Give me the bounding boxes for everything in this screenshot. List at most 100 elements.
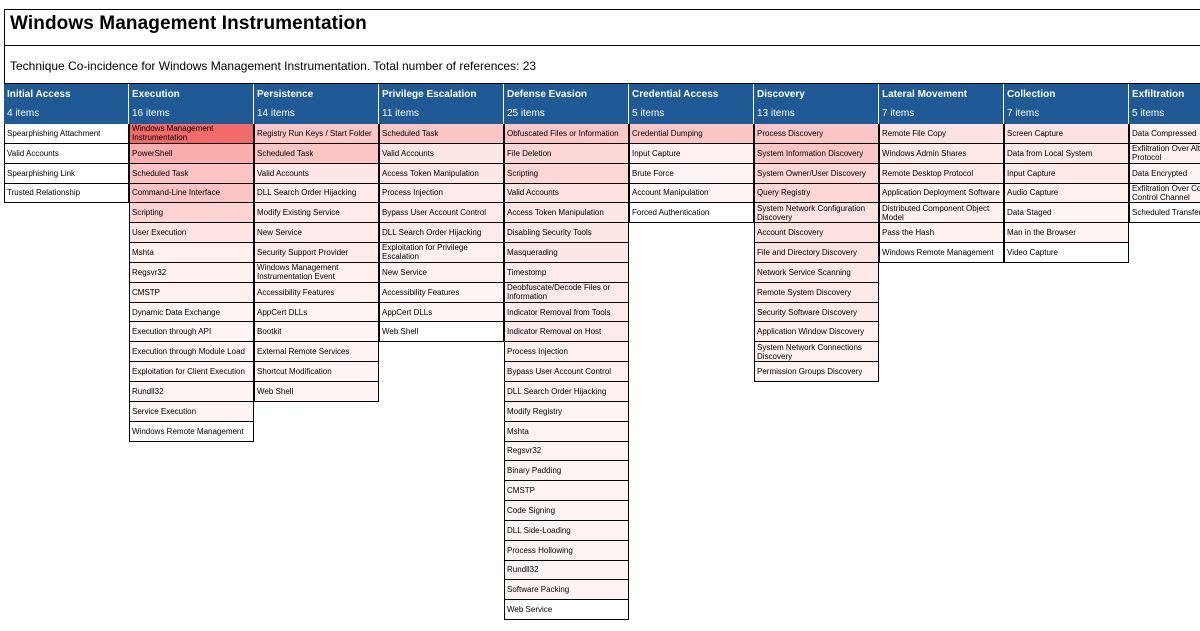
technique-cell[interactable]: Shortcut Modification [254, 362, 379, 382]
technique-cell[interactable]: Spearphishing Link [4, 163, 129, 184]
technique-cell[interactable]: AppCert DLLs [379, 302, 504, 323]
tactic-header[interactable]: Persistence 14 items [254, 84, 379, 124]
technique-cell[interactable]: Pass the Hash [879, 223, 1004, 244]
technique-cell[interactable]: Security Support Provider [254, 243, 379, 263]
technique-cell[interactable]: File Deletion [504, 143, 629, 164]
technique-cell[interactable]: Windows Remote Management [879, 243, 1004, 263]
technique-cell[interactable]: Scheduled Task [254, 143, 379, 164]
technique-cell[interactable]: Process Discovery [754, 124, 879, 144]
technique-cell[interactable]: Deobfuscate/Decode Files or Information [504, 282, 629, 303]
technique-cell[interactable]: Remote Desktop Protocol [879, 163, 1004, 184]
technique-cell[interactable]: Valid Accounts [379, 143, 504, 164]
technique-cell[interactable]: Bypass User Account Control [379, 203, 504, 224]
technique-cell[interactable]: DLL Search Order Hijacking [504, 381, 629, 402]
technique-cell[interactable]: Input Capture [629, 143, 754, 164]
technique-cell[interactable]: Execution through Module Load [129, 342, 254, 363]
technique-cell[interactable]: DLL Search Order Hijacking [379, 223, 504, 244]
technique-cell[interactable]: Bypass User Account Control [504, 362, 629, 382]
technique-cell[interactable]: Windows Remote Management [129, 421, 254, 442]
technique-cell[interactable]: Application Deployment Software [879, 183, 1004, 204]
technique-cell[interactable]: Application Window Discovery [754, 322, 879, 343]
technique-cell[interactable]: Windows Management Instrumentation [129, 124, 254, 144]
technique-cell[interactable]: Permission Groups Discovery [754, 362, 879, 382]
technique-cell[interactable]: System Information Discovery [754, 143, 879, 164]
technique-cell[interactable]: Forced Authentication [629, 203, 754, 224]
tactic-header[interactable]: Execution 16 items [129, 84, 254, 124]
technique-cell[interactable]: Input Capture [1004, 163, 1129, 184]
technique-cell[interactable]: PowerShell [129, 143, 254, 164]
technique-cell[interactable]: Remote System Discovery [754, 282, 879, 303]
technique-cell[interactable]: Dynamic Data Exchange [129, 302, 254, 323]
technique-cell[interactable]: Registry Run Keys / Start Folder [254, 124, 379, 144]
technique-cell[interactable]: Indicator Removal on Host [504, 322, 629, 343]
technique-cell[interactable]: Exfiltration Over Command and Control Ch… [1129, 183, 1200, 204]
technique-cell[interactable]: Screen Capture [1004, 124, 1129, 144]
technique-cell[interactable]: Obfuscated Files or Information [504, 124, 629, 144]
tactic-header[interactable]: Initial Access 4 items [4, 84, 129, 124]
technique-cell[interactable]: Modify Registry [504, 401, 629, 422]
tactic-header[interactable]: Exfiltration 5 items [1129, 84, 1200, 124]
technique-cell[interactable]: Execution through API [129, 322, 254, 343]
technique-cell[interactable]: Rundll32 [129, 381, 254, 402]
technique-cell[interactable]: Scripting [129, 203, 254, 224]
technique-cell[interactable]: AppCert DLLs [254, 302, 379, 323]
technique-cell[interactable]: Software Packing [504, 580, 629, 601]
technique-cell[interactable]: Process Injection [504, 342, 629, 363]
technique-cell[interactable]: Regsvr32 [504, 441, 629, 462]
technique-cell[interactable]: Mshta [129, 243, 254, 263]
tactic-header[interactable]: Credential Access 5 items [629, 84, 754, 124]
technique-cell[interactable]: Exploitation for Client Execution [129, 362, 254, 382]
technique-cell[interactable]: External Remote Services [254, 342, 379, 363]
technique-cell[interactable]: Man in the Browser [1004, 223, 1129, 244]
technique-cell[interactable]: Mshta [504, 421, 629, 442]
technique-cell[interactable]: Data from Local System [1004, 143, 1129, 164]
technique-cell[interactable]: Masquerading [504, 243, 629, 263]
technique-cell[interactable]: System Network Connections Discovery [754, 342, 879, 363]
technique-cell[interactable]: Process Injection [379, 183, 504, 204]
technique-cell[interactable]: Exfiltration Over Alternative Protocol [1129, 143, 1200, 164]
technique-cell[interactable]: Windows Admin Shares [879, 143, 1004, 164]
technique-cell[interactable]: System Owner/User Discovery [754, 163, 879, 184]
technique-cell[interactable]: Disabling Security Tools [504, 223, 629, 244]
technique-cell[interactable]: Distributed Component Object Model [879, 203, 1004, 224]
technique-cell[interactable]: New Service [254, 223, 379, 244]
tactic-header[interactable]: Lateral Movement 7 items [879, 84, 1004, 124]
technique-cell[interactable]: Scheduled Task [129, 163, 254, 184]
tactic-header[interactable]: Collection 7 items [1004, 84, 1129, 124]
technique-cell[interactable]: Valid Accounts [504, 183, 629, 204]
technique-cell[interactable]: Command-Line Interface [129, 183, 254, 204]
technique-cell[interactable]: Bootkit [254, 322, 379, 343]
tactic-header[interactable]: Privilege Escalation 11 items [379, 84, 504, 124]
technique-cell[interactable]: User Execution [129, 223, 254, 244]
technique-cell[interactable]: Windows Management Instrumentation Event… [254, 262, 379, 283]
technique-cell[interactable]: System Network Configuration Discovery [754, 203, 879, 224]
technique-cell[interactable]: Data Encrypted [1129, 163, 1200, 184]
technique-cell[interactable]: Web Shell [254, 381, 379, 402]
technique-cell[interactable]: Regsvr32 [129, 262, 254, 283]
technique-cell[interactable]: Account Manipulation [629, 183, 754, 204]
technique-cell[interactable]: Valid Accounts [254, 163, 379, 184]
technique-cell[interactable]: Timestomp [504, 262, 629, 283]
technique-cell[interactable]: Access Token Manipulation [504, 203, 629, 224]
tactic-header[interactable]: Defense Evasion 25 items [504, 84, 629, 124]
technique-cell[interactable]: Binary Padding [504, 461, 629, 482]
technique-cell[interactable]: Modify Existing Service [254, 203, 379, 224]
technique-cell[interactable]: Credential Dumping [629, 124, 754, 144]
technique-cell[interactable]: Data Compressed [1129, 124, 1200, 144]
technique-cell[interactable]: Exploitation for Privilege Escalation [379, 243, 504, 263]
technique-cell[interactable]: Valid Accounts [4, 143, 129, 164]
technique-cell[interactable]: Audio Capture [1004, 183, 1129, 204]
technique-cell[interactable]: Video Capture [1004, 243, 1129, 263]
tactic-header[interactable]: Discovery 13 items [754, 84, 879, 124]
technique-cell[interactable]: Accessibility Features [254, 282, 379, 303]
technique-cell[interactable]: DLL Side-Loading [504, 520, 629, 541]
technique-cell[interactable]: Access Token Manipulation [379, 163, 504, 184]
technique-cell[interactable]: Service Execution [129, 401, 254, 422]
technique-cell[interactable]: Remote File Copy [879, 124, 1004, 144]
technique-cell[interactable]: Web Service [504, 600, 629, 621]
technique-cell[interactable]: Code Signing [504, 501, 629, 521]
technique-cell[interactable]: Scripting [504, 163, 629, 184]
technique-cell[interactable]: Data Staged [1004, 203, 1129, 224]
technique-cell[interactable]: New Service [379, 262, 504, 283]
technique-cell[interactable]: Security Software Discovery [754, 302, 879, 323]
